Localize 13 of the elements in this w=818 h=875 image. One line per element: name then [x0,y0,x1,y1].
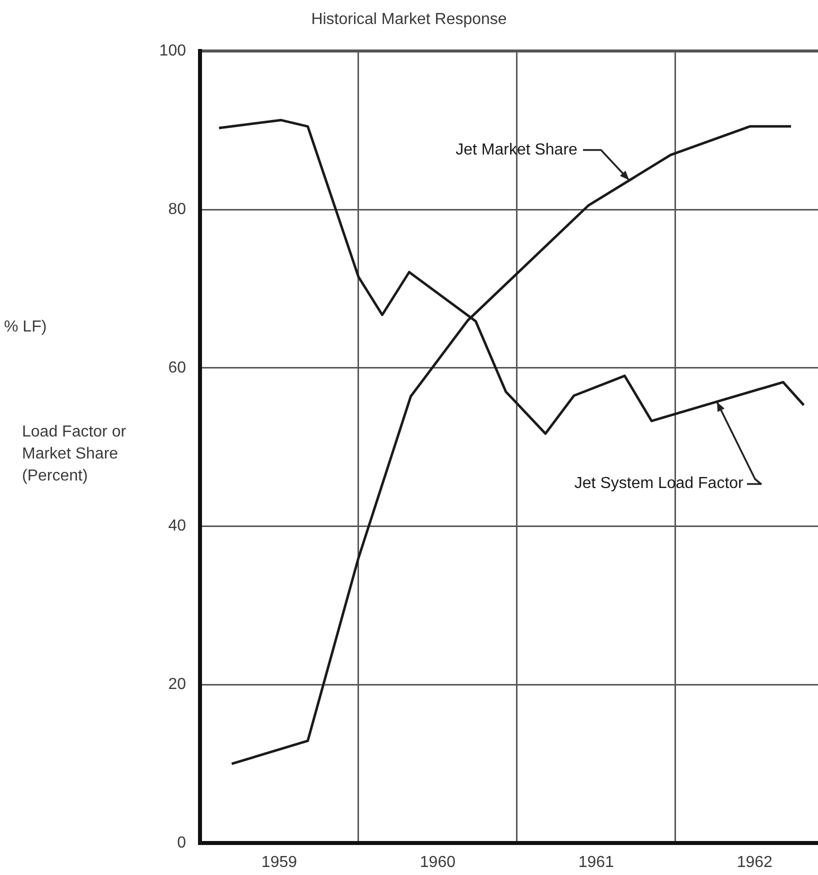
x-tick-label: 1962 [736,854,773,872]
x-tick-label: 1960 [420,854,456,872]
x-tick-label: 1961 [578,854,614,872]
x-tick-label: 1959 [261,854,298,872]
y-axis-title: Load Factor or Market Share (Percent) [22,423,127,484]
y-tick-label: 100 [159,42,186,60]
y-tick-label: 80 [168,200,186,218]
y-tick-label: 20 [168,676,186,694]
chart-title: Historical Market Response [311,11,507,28]
y-tick-label: 0 [177,834,186,852]
y-tick-label: 40 [168,518,186,535]
text: % LF) [4,318,47,336]
y-tick-label: 60 [168,359,186,376]
